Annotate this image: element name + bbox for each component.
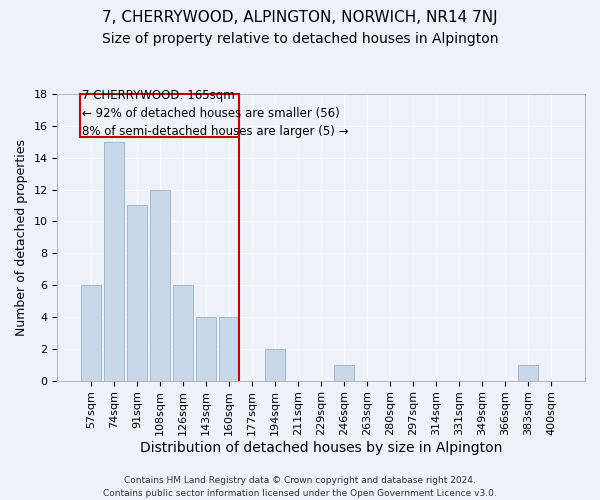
FancyBboxPatch shape [80, 94, 239, 137]
Bar [151, 190, 170, 380]
Text: 7 CHERRYWOOD: 165sqm
← 92% of detached houses are smaller (56)
8% of semi-detach: 7 CHERRYWOOD: 165sqm ← 92% of detached h… [82, 90, 349, 138]
Text: Size of property relative to detached houses in Alpington: Size of property relative to detached ho… [102, 32, 498, 46]
Bar [220, 317, 239, 380]
Text: 7, CHERRYWOOD, ALPINGTON, NORWICH, NR14 7NJ: 7, CHERRYWOOD, ALPINGTON, NORWICH, NR14 … [102, 10, 498, 25]
Bar [104, 142, 124, 380]
Bar [518, 364, 538, 380]
Bar [196, 317, 216, 380]
Y-axis label: Number of detached properties: Number of detached properties [15, 139, 28, 336]
Bar [265, 349, 285, 380]
Bar [334, 364, 354, 380]
X-axis label: Distribution of detached houses by size in Alpington: Distribution of detached houses by size … [140, 441, 502, 455]
Text: Contains HM Land Registry data © Crown copyright and database right 2024.
Contai: Contains HM Land Registry data © Crown c… [103, 476, 497, 498]
Bar [127, 206, 147, 380]
Bar [82, 285, 101, 380]
Bar [173, 285, 193, 380]
